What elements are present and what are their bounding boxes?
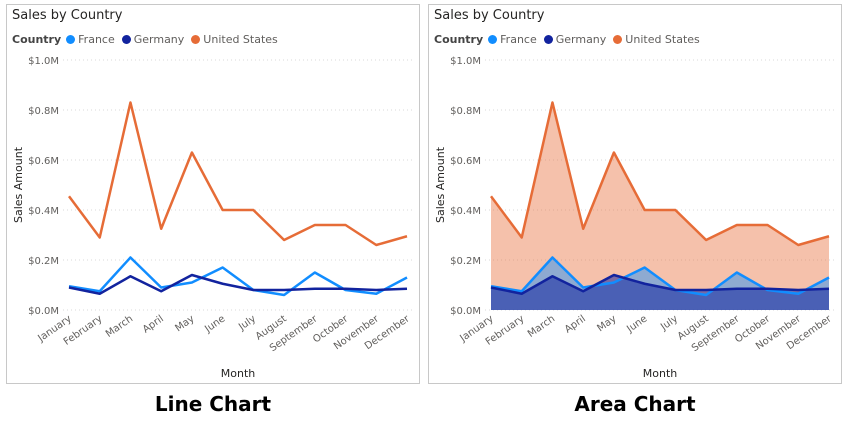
- series-area-united-states: [491, 102, 829, 310]
- y-tick-label: $0.2M: [28, 256, 59, 267]
- x-tick-label: July: [236, 313, 258, 333]
- legend-label: Germany: [555, 33, 607, 46]
- y-tick-label: $0.0M: [28, 306, 59, 317]
- x-axis-title: Month: [643, 367, 678, 380]
- y-tick-label: $0.8M: [450, 106, 481, 117]
- legend-item-germany[interactable]: Germany: [121, 33, 185, 46]
- y-tick-label: $0.4M: [450, 206, 481, 217]
- area-chart-plot: $0.0M$0.2M$0.4M$0.6M$0.8M$1.0MJanuaryFeb…: [434, 56, 835, 380]
- x-tick-label: March: [104, 313, 135, 339]
- legend-swatch: [121, 35, 131, 44]
- x-tick-label: June: [202, 313, 227, 335]
- legend-swatch: [613, 35, 623, 44]
- y-tick-label: $0.6M: [450, 156, 481, 167]
- legend-item-united-states[interactable]: United States: [191, 33, 278, 46]
- legend-label: France: [500, 33, 537, 46]
- series-line-germany: [490, 273, 830, 295]
- legend-swatch: [488, 35, 498, 44]
- chart-legend: Country France Germany United States: [12, 33, 285, 46]
- chart-legend: Country France Germany United States: [434, 33, 707, 46]
- y-axis-title: Sales Amount: [12, 146, 25, 223]
- x-tick-label: June: [624, 313, 649, 335]
- line-chart-plot: $0.0M$0.2M$0.4M$0.6M$0.8M$1.0MJanuaryFeb…: [12, 56, 413, 380]
- series-line-france: [68, 256, 408, 297]
- y-axis-title: Sales Amount: [434, 146, 447, 223]
- legend-item-france[interactable]: France: [488, 33, 537, 46]
- series-line-germany: [68, 273, 408, 295]
- chart-title: Sales by Country: [12, 8, 123, 23]
- area-chart-caption: Area Chart: [574, 392, 696, 416]
- series-line-united-states: [489, 101, 830, 247]
- legend-label: France: [78, 33, 115, 46]
- line-chart-panel[interactable]: Sales by Country Country France Germany …: [6, 4, 420, 384]
- legend-item-united-states[interactable]: United States: [613, 33, 700, 46]
- legend-label: United States: [203, 33, 278, 46]
- x-axis-title: Month: [221, 367, 256, 380]
- x-tick-label: May: [595, 313, 618, 334]
- y-tick-label: $0.6M: [28, 156, 59, 167]
- legend-label: United States: [625, 33, 700, 46]
- y-tick-label: $0.2M: [450, 256, 481, 267]
- y-tick-label: $0.4M: [28, 206, 59, 217]
- x-tick-label: May: [173, 313, 196, 334]
- legend-title: Country: [434, 33, 484, 46]
- y-tick-label: $0.0M: [450, 306, 481, 317]
- legend-label: Germany: [133, 33, 185, 46]
- legend-item-france[interactable]: France: [66, 33, 115, 46]
- legend-swatch: [66, 35, 76, 44]
- x-tick-label: April: [141, 313, 166, 335]
- y-tick-label: $1.0M: [28, 56, 59, 67]
- line-chart-caption: Line Chart: [154, 392, 272, 416]
- x-tick-label: July: [658, 313, 680, 333]
- legend-title: Country: [12, 33, 62, 46]
- y-tick-label: $0.8M: [28, 106, 59, 117]
- legend-item-germany[interactable]: Germany: [543, 33, 607, 46]
- y-tick-label: $1.0M: [450, 56, 481, 67]
- x-tick-label: April: [563, 313, 588, 335]
- series-area-germany: [491, 275, 829, 310]
- legend-swatch: [543, 35, 553, 44]
- chart-title: Sales by Country: [434, 8, 545, 23]
- x-tick-label: March: [526, 313, 557, 339]
- legend-swatch: [191, 35, 201, 44]
- area-chart-panel[interactable]: Sales by Country Country France Germany …: [428, 4, 842, 384]
- series-line-united-states: [67, 101, 408, 247]
- series-line-france: [490, 256, 830, 297]
